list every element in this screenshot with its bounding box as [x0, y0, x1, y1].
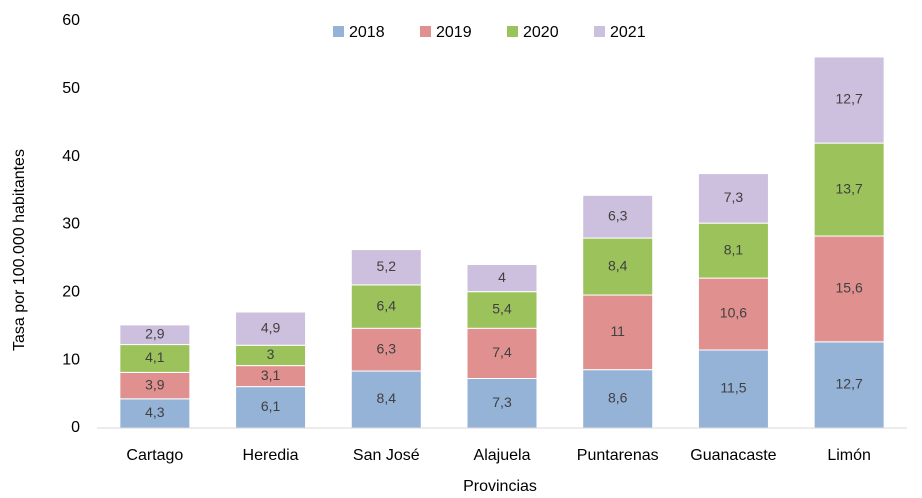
legend-swatch [420, 26, 431, 37]
data-label: 8,4 [377, 390, 397, 406]
x-tick-label: San José [353, 447, 420, 464]
bar-segment [582, 369, 654, 429]
data-label: 6,1 [261, 398, 281, 414]
y-axis-title: Tasa por 100.000 habitantes [11, 149, 28, 351]
legend-label: 2018 [349, 24, 385, 41]
x-tick-label: Guanacaste [690, 447, 776, 464]
bar-segment [350, 284, 422, 329]
bar-segment [813, 341, 885, 429]
y-tick-label: 60 [62, 12, 80, 29]
bar-segment [119, 398, 191, 429]
x-tick-label: Heredia [243, 447, 299, 464]
y-tick-label: 10 [62, 351, 80, 368]
legend-swatch [594, 26, 605, 37]
x-tick-label: Cartago [126, 447, 183, 464]
legend-label: 2021 [610, 24, 646, 41]
legend-swatch [333, 26, 344, 37]
data-label: 4 [498, 269, 506, 285]
data-label: 6,3 [608, 207, 628, 223]
bar-segment [582, 294, 654, 371]
y-tick-label: 30 [62, 216, 80, 233]
data-label: 6,4 [377, 297, 397, 313]
bar-segment [119, 371, 191, 400]
x-axis-title: Provincias [463, 478, 537, 495]
bar-segment [466, 264, 538, 293]
bar-segment [697, 173, 769, 224]
data-label: 8,1 [724, 241, 744, 257]
bar-segment [697, 349, 769, 429]
data-label: 3,9 [145, 376, 165, 392]
bar-segment [813, 142, 885, 237]
bar-segment [813, 56, 885, 144]
y-tick-label: 20 [62, 284, 80, 301]
data-label: 7,3 [492, 394, 512, 410]
data-label: 5,2 [377, 258, 397, 274]
data-label: 5,4 [492, 301, 512, 317]
bar-segment [582, 237, 654, 296]
legend-label: 2020 [523, 24, 559, 41]
data-label: 11,5 [720, 380, 746, 396]
data-label: 10,6 [720, 305, 747, 321]
bar-segment [350, 370, 422, 429]
x-tick-label: Limón [827, 447, 871, 464]
data-label: 8,4 [608, 257, 628, 273]
data-label: 13,7 [836, 180, 863, 196]
data-label: 7,4 [492, 344, 512, 360]
bar-segment [235, 311, 307, 346]
bar-segment [350, 249, 422, 286]
data-label: 4,9 [261, 319, 281, 335]
data-label: 6,3 [377, 340, 397, 356]
bar-segment [813, 235, 885, 343]
data-label: 2,9 [145, 325, 165, 341]
data-label: 8,6 [608, 390, 628, 406]
bar-segment [582, 194, 654, 239]
data-label: 15,6 [836, 280, 863, 296]
data-label: 3 [267, 346, 275, 362]
legend-swatch [507, 26, 518, 37]
bar-segment [697, 277, 769, 351]
data-label: 3,1 [261, 367, 281, 383]
y-tick-label: 50 [62, 80, 80, 97]
x-tick-label: Alajuela [474, 447, 531, 464]
data-label: 12,7 [836, 376, 863, 392]
legend-label: 2019 [436, 24, 472, 41]
y-tick-label: 0 [71, 419, 80, 436]
y-tick-label: 40 [62, 148, 80, 165]
bar-segment [119, 324, 191, 346]
data-label: 11 [610, 323, 625, 339]
data-label: 4,3 [145, 404, 165, 420]
bar-segment [466, 291, 538, 329]
data-label: 12,7 [836, 91, 863, 107]
bar-segment [697, 222, 769, 279]
x-tick-label: Puntarenas [577, 447, 659, 464]
data-label: 7,3 [724, 189, 744, 205]
data-label: 4,1 [145, 349, 165, 365]
